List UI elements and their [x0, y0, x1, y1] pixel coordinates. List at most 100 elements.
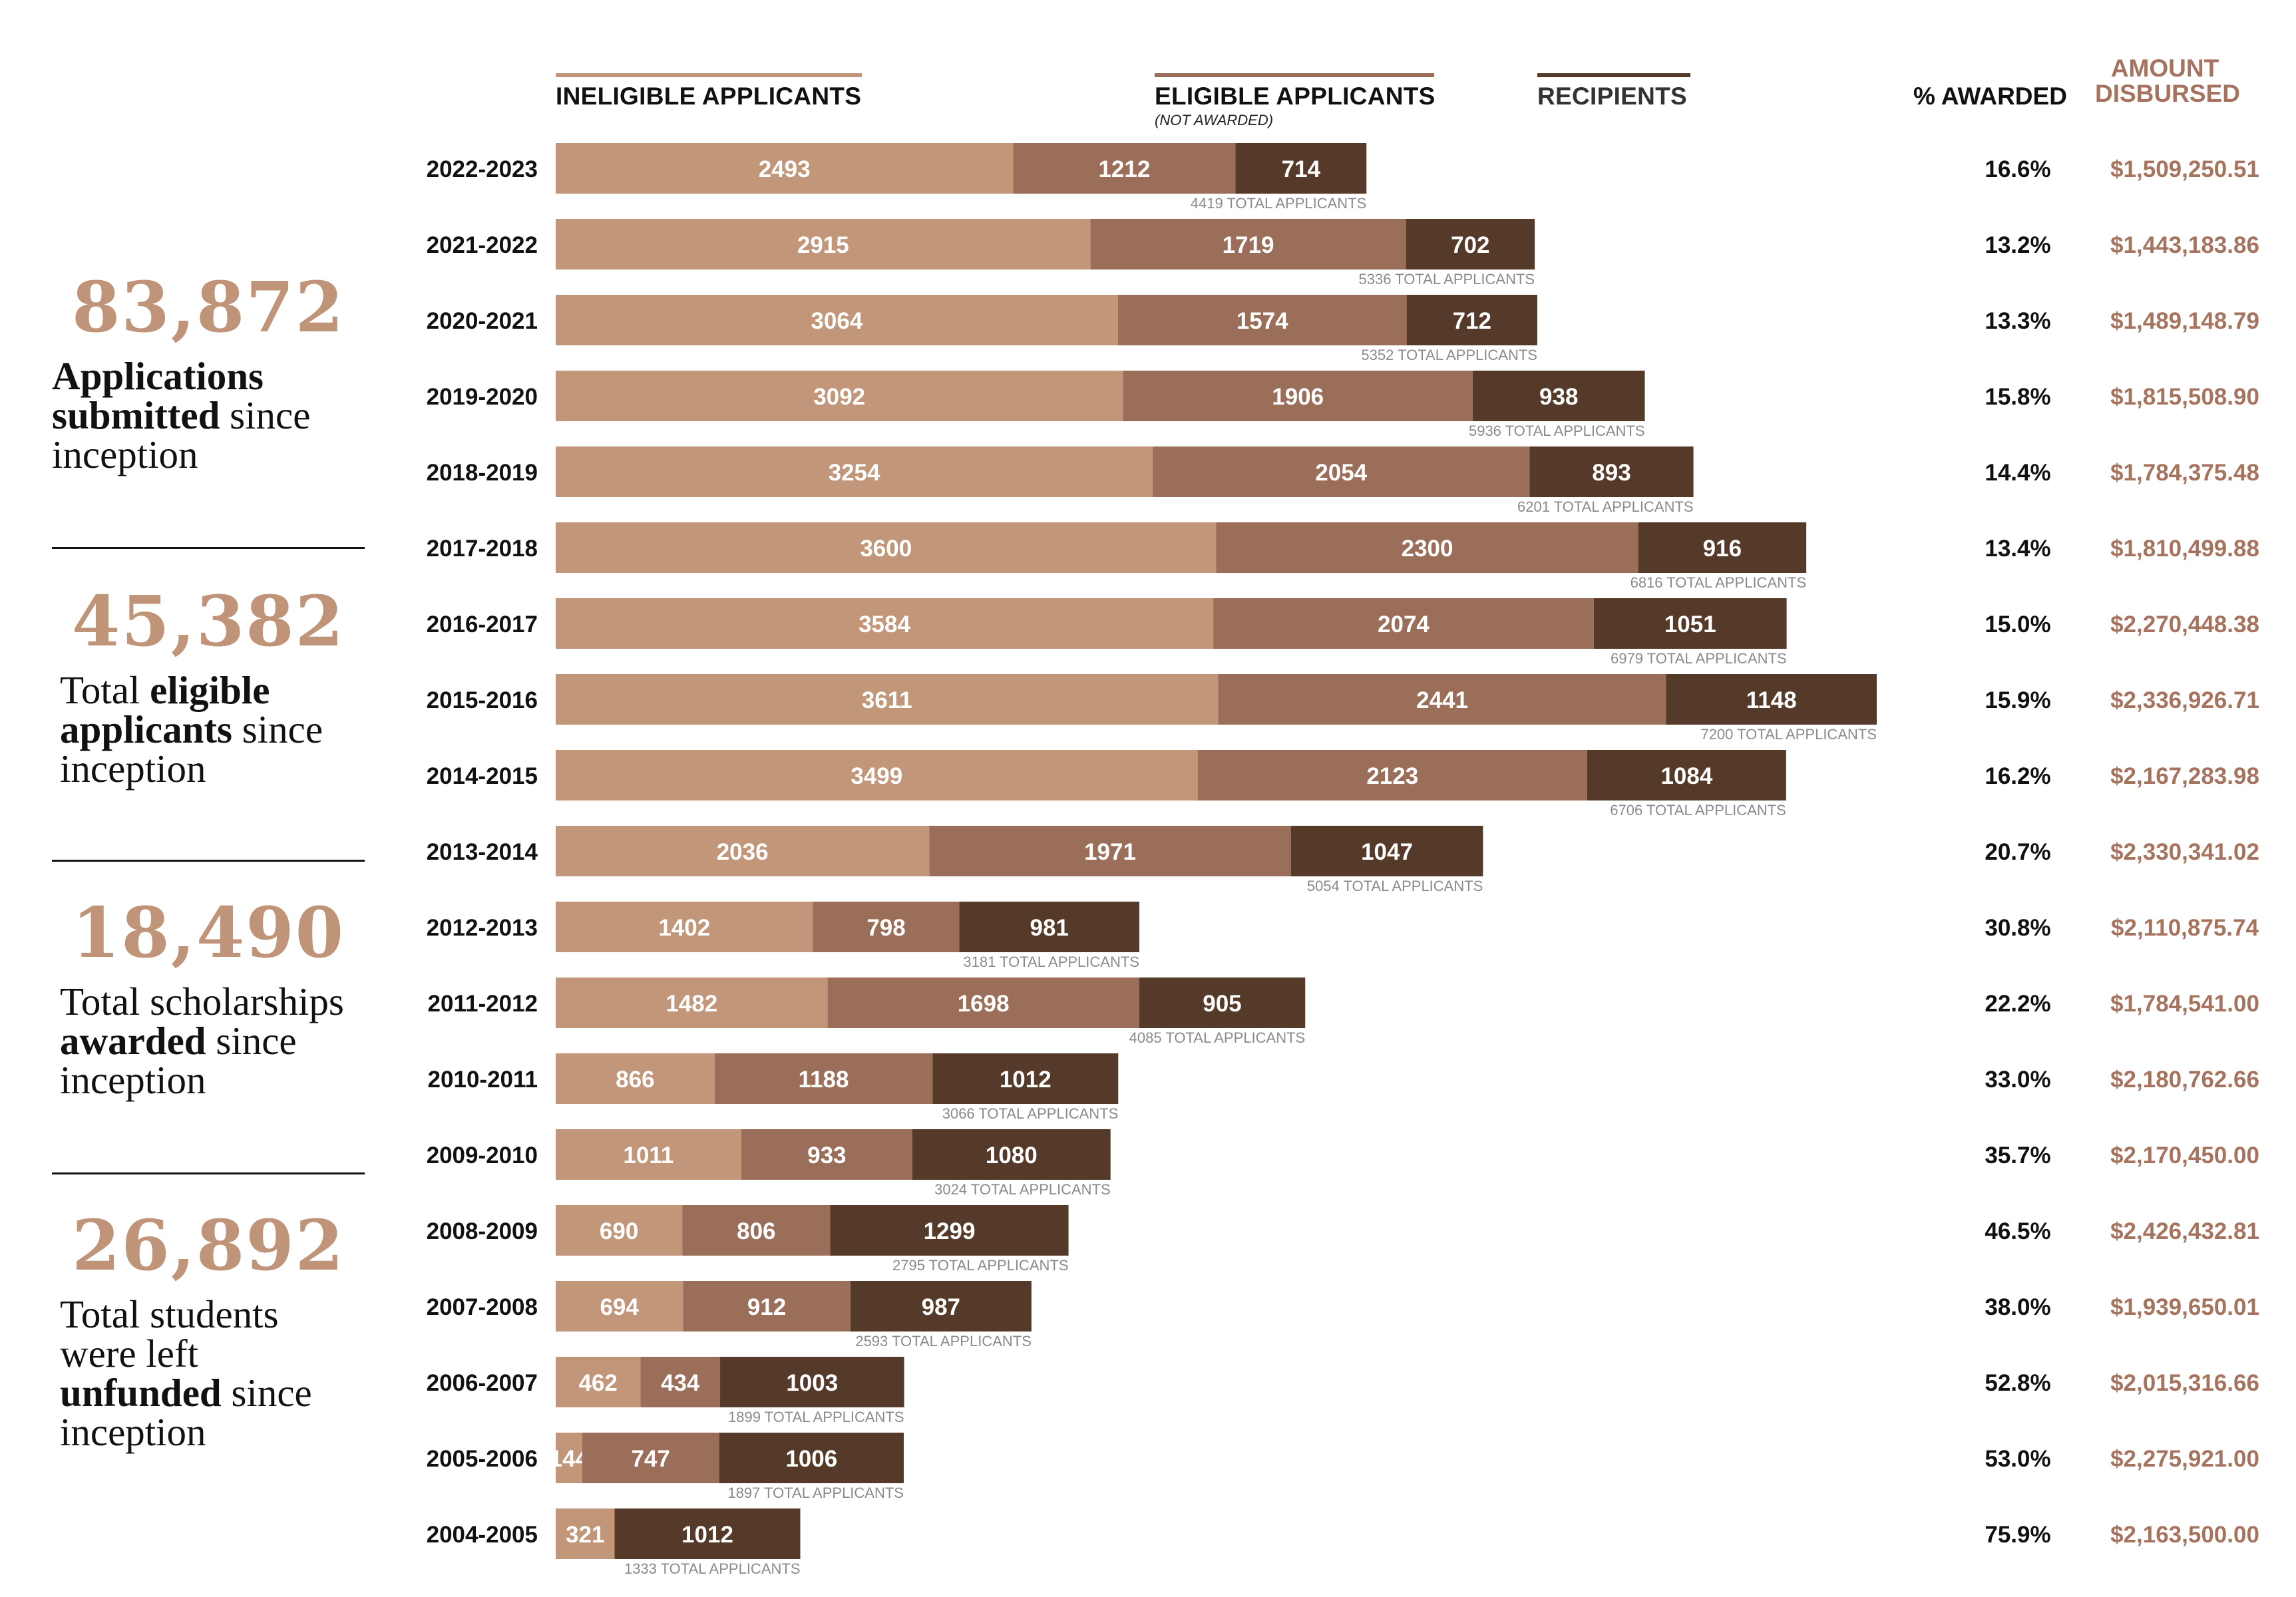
bar-recipients — [912, 1129, 1111, 1180]
bar-ineligible — [556, 371, 1123, 421]
stat-text-fragment: inception — [52, 433, 198, 476]
stat-text-fragment: Total — [60, 668, 150, 712]
bar-value-ineligible: 866 — [616, 1067, 654, 1093]
total-applicants-label: 4419 TOTAL APPLICANTS — [1191, 195, 1367, 212]
amount-disbursed-value: $1,810,499.88 — [2110, 536, 2259, 562]
bar-ineligible — [556, 446, 1153, 497]
bar-value-eligible: 2441 — [1416, 687, 1468, 713]
bar-value-recipients: 1299 — [924, 1218, 976, 1244]
bar-ineligible — [556, 1205, 683, 1256]
year-label: 2010-2011 — [428, 1067, 538, 1093]
year-label: 2016-2017 — [427, 612, 538, 637]
bar-eligible — [1153, 446, 1530, 497]
bar-value-recipients: 905 — [1203, 991, 1241, 1017]
bar-eligible — [1197, 750, 1587, 800]
amount-disbursed-value: $1,939,650.01 — [2110, 1294, 2259, 1320]
bar-eligible — [1013, 143, 1236, 194]
bar-value-ineligible: 2915 — [797, 232, 849, 258]
pct-awarded-value: 53.0% — [1985, 1446, 2050, 1472]
pct-awarded-value: 16.6% — [1985, 156, 2050, 182]
year-label: 2020-2021 — [427, 308, 538, 334]
bar-recipients — [719, 1433, 904, 1483]
bar-value-eligible: 1719 — [1223, 232, 1274, 258]
bar-ineligible — [556, 1053, 715, 1104]
year-label: 2012-2013 — [427, 915, 538, 941]
bar-eligible — [827, 977, 1139, 1028]
stat-text-fragment: inception — [60, 747, 206, 791]
stat-text-fragment: Total scholarships — [60, 979, 344, 1023]
bar-recipients — [1139, 977, 1306, 1028]
stat-text-fragment: Total students — [60, 1292, 279, 1336]
stat-awarded-number: 18,490 — [71, 892, 345, 974]
stat-eligible-text: Total eligible applicants since inception — [52, 671, 365, 789]
bar-ineligible — [556, 598, 1214, 649]
year-label: 2009-2010 — [427, 1143, 538, 1168]
divider — [52, 547, 365, 549]
bar-ineligible — [556, 1357, 641, 1407]
stat-text-fragment: since — [206, 1019, 297, 1063]
pct-awarded-value: 46.5% — [1985, 1218, 2050, 1244]
pct-awarded-header: % AWARDED — [1913, 83, 2067, 110]
pct-awarded-value: 13.2% — [1985, 232, 2050, 258]
total-applicants-label: 6979 TOTAL APPLICANTS — [1611, 650, 1787, 667]
bar-eligible — [682, 1205, 831, 1256]
stat-text-fragment: applicants — [60, 707, 233, 751]
stat-text-fragment: inception — [60, 1058, 206, 1102]
pct-awarded-value: 20.7% — [1985, 839, 2050, 865]
legend-eligible-note: (NOT AWARDED) — [1155, 112, 1274, 128]
amount-disbursed-value: $1,443,183.86 — [2110, 232, 2259, 258]
bar-value-eligible: 1971 — [1084, 839, 1136, 865]
year-label: 2018-2019 — [427, 460, 538, 486]
bar-ineligible — [556, 902, 813, 952]
stat-eligible-number: 45,382 — [71, 580, 345, 662]
stat-applications-text: Applications submitted since inception — [52, 357, 365, 474]
total-applicants-label: 2593 TOTAL APPLICANTS — [855, 1333, 1032, 1349]
stat-awarded-text: Total scholarships awarded since inception — [52, 982, 365, 1100]
bar-value-recipients: 712 — [1453, 308, 1491, 334]
bar-value-ineligible: 694 — [600, 1294, 639, 1320]
bar-value-eligible: 798 — [866, 915, 905, 941]
bar-recipients — [614, 1508, 801, 1559]
year-label: 2005-2006 — [427, 1446, 538, 1472]
stat-text-fragment: unfunded — [60, 1371, 222, 1415]
bar-value-ineligible: 3499 — [851, 763, 902, 789]
legend-recipients-swatch — [1537, 73, 1690, 77]
bar-ineligible — [556, 1508, 615, 1559]
bar-ineligible — [556, 674, 1219, 725]
bar-recipients — [850, 1281, 1032, 1331]
bar-value-recipients: 1012 — [681, 1522, 733, 1548]
stat-text-fragment: submitted — [52, 393, 220, 437]
bar-value-ineligible: 3064 — [811, 308, 862, 334]
total-applicants-label: 3024 TOTAL APPLICANTS — [934, 1181, 1111, 1198]
bar-value-ineligible: 3600 — [860, 536, 912, 562]
summary-stats: 83,872 Applications submitted since incept… — [0, 0, 373, 1597]
bar-value-eligible: 1698 — [958, 991, 1010, 1017]
amount-disbursed-value: $1,784,541.00 — [2110, 991, 2259, 1017]
stat-text-fragment: since — [220, 393, 311, 437]
amount-disbursed-value: $2,180,762.66 — [2110, 1067, 2259, 1093]
pct-awarded-value: 30.8% — [1985, 915, 2050, 941]
bar-value-eligible: 1212 — [1098, 156, 1150, 182]
bar-value-recipients: 1084 — [1660, 763, 1712, 789]
pct-awarded-value: 13.3% — [1985, 308, 2050, 334]
pct-awarded-value: 22.2% — [1985, 991, 2050, 1017]
total-applicants-label: 2795 TOTAL APPLICANTS — [892, 1257, 1069, 1274]
year-label: 2011-2012 — [428, 991, 538, 1017]
total-applicants-label: 6706 TOTAL APPLICANTS — [1610, 802, 1786, 818]
stat-unfunded-number: 26,892 — [71, 1204, 345, 1286]
stat-text-fragment: since — [232, 707, 323, 751]
year-label: 2007-2008 — [427, 1294, 538, 1320]
bar-eligible — [813, 902, 960, 952]
amount-disbursed-value: $2,270,448.38 — [2110, 612, 2259, 637]
year-label: 2019-2020 — [427, 384, 538, 410]
bar-value-eligible: 912 — [747, 1294, 786, 1320]
bar-recipients — [1529, 446, 1694, 497]
bar-value-ineligible: 690 — [600, 1218, 638, 1244]
stat-text-fragment: awarded — [60, 1019, 206, 1063]
bar-value-ineligible: 321 — [566, 1522, 604, 1548]
bar-value-eligible: 1906 — [1272, 384, 1324, 410]
bar-value-eligible: 1574 — [1237, 308, 1288, 334]
bar-recipients — [932, 1053, 1119, 1104]
amount-header-line2: DISBURSED — [2095, 80, 2240, 107]
bar-value-recipients: 1006 — [785, 1446, 837, 1472]
